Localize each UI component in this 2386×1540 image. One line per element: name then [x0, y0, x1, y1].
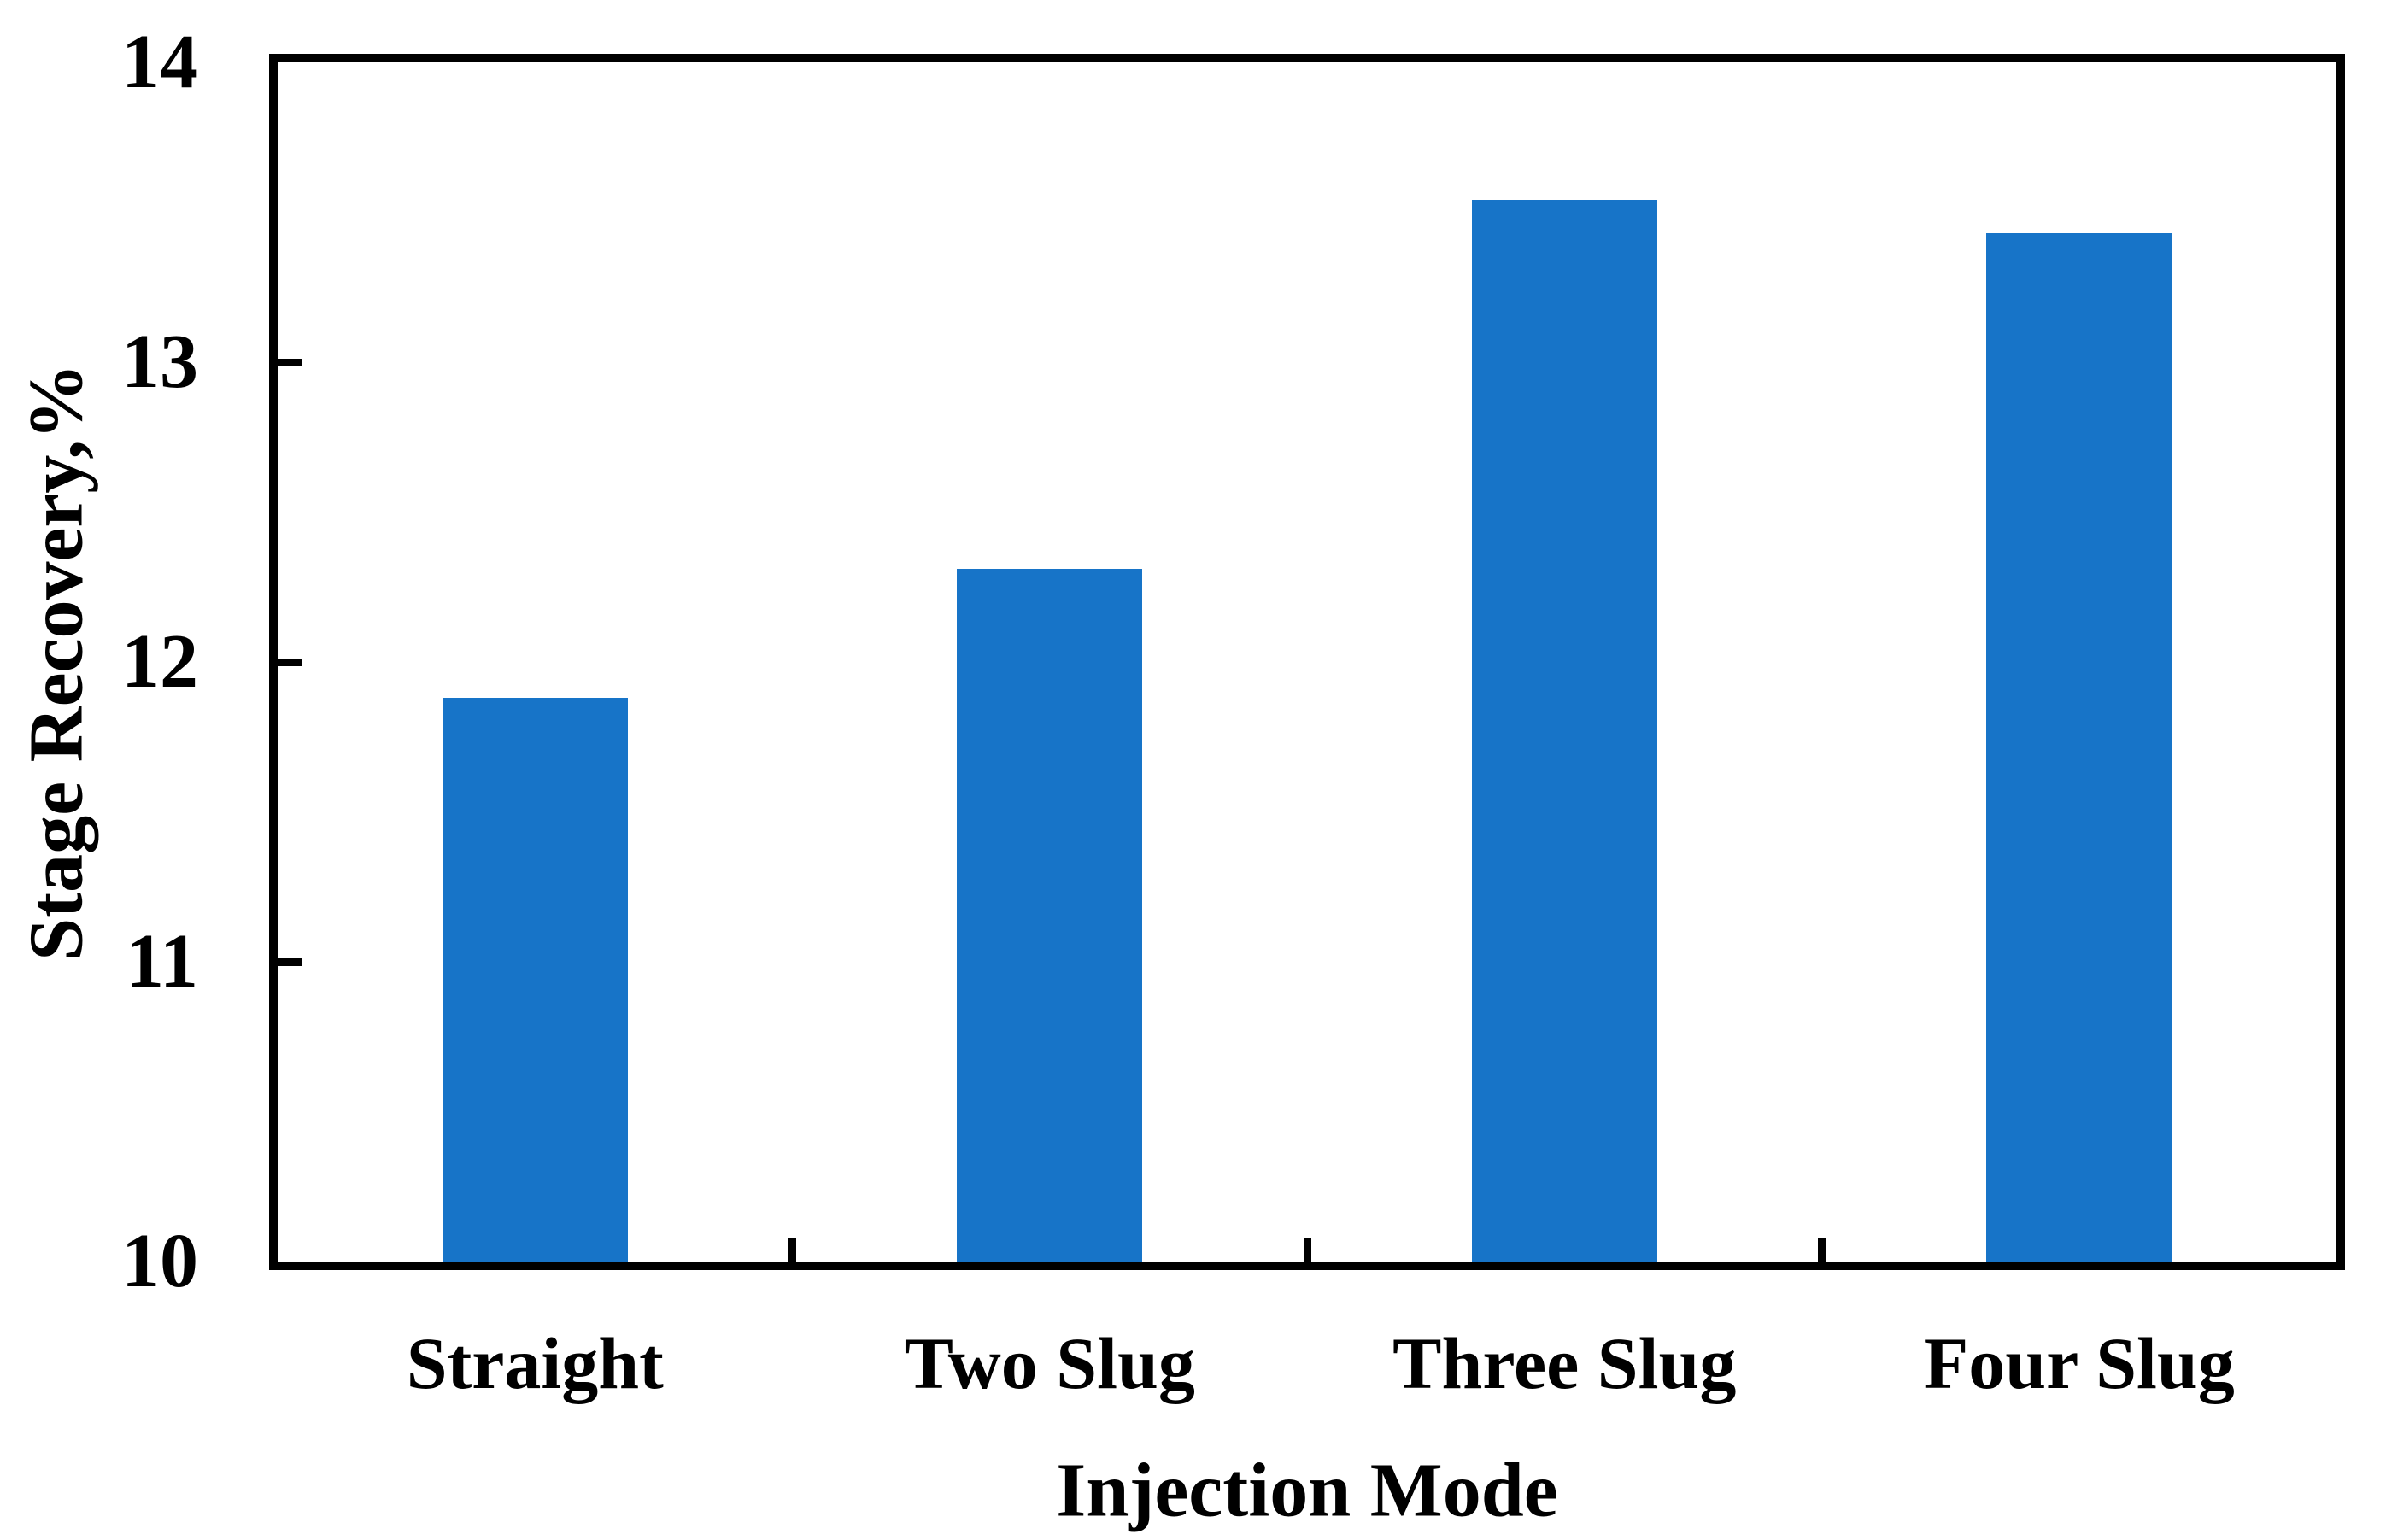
x-tick-mark-3 [1818, 1238, 1826, 1262]
y-tick-label-11: 11 [125, 919, 198, 1004]
bar-straight [442, 698, 628, 1262]
y-tick-label-14: 14 [121, 20, 198, 104]
bar-four-slug [1986, 233, 2172, 1262]
x-category-label-three-slug: Three Slug [1392, 1322, 1737, 1404]
y-tick-label-13: 13 [121, 319, 198, 404]
y-tick-label-10: 10 [121, 1219, 198, 1303]
bar-three-slug [1471, 200, 1657, 1262]
plot-inner-area [278, 62, 2336, 1262]
x-category-label-two-slug: Two Slug [904, 1322, 1195, 1404]
y-tick-mark-12 [278, 658, 302, 666]
x-tick-mark-1 [788, 1238, 796, 1262]
y-tick-mark-11 [278, 957, 302, 966]
x-category-label-straight: Straight [406, 1322, 664, 1404]
x-tick-mark-2 [1303, 1238, 1311, 1262]
y-tick-label-12: 12 [121, 619, 198, 704]
bar-two-slug [957, 569, 1143, 1262]
y-axis-tick-labels: 10 11 12 13 14 [0, 0, 198, 1540]
plot-area [269, 54, 2345, 1270]
y-tick-mark-13 [278, 358, 302, 366]
x-category-label-four-slug: Four Slug [1923, 1322, 2235, 1404]
x-axis-title: Injection Mode [1056, 1448, 1558, 1533]
